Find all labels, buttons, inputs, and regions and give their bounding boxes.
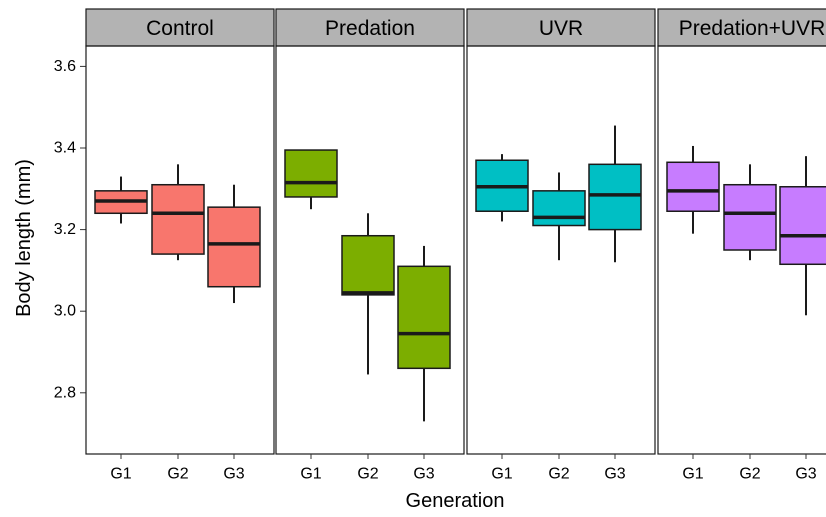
y-tick-label: 3.4 xyxy=(54,140,76,157)
facet-strip xyxy=(275,8,465,47)
facet-strip-label: Control xyxy=(146,17,214,40)
iqr-box xyxy=(341,234,395,296)
facet-panel: UVR G1 G2 G3 xyxy=(466,8,656,483)
box-G1 xyxy=(666,145,720,234)
x-tick-label: G2 xyxy=(167,466,188,483)
iqr-box xyxy=(588,163,642,231)
y-tick-label: 2.8 xyxy=(54,384,76,401)
panel-frame xyxy=(85,45,275,455)
y-axis: 2.8 3.0 3.2 3.4 3.6 xyxy=(54,58,86,401)
facet-strip-label: UVR xyxy=(539,17,583,40)
x-tick-label: G3 xyxy=(795,466,816,483)
iqr-box xyxy=(779,186,826,266)
facet-panel: Control G1 G2 G3 xyxy=(85,8,275,483)
y-tick-label: 3.2 xyxy=(54,221,76,238)
box-G2 xyxy=(151,164,205,261)
box-G3 xyxy=(207,184,261,304)
x-tick-label: G2 xyxy=(548,466,569,483)
y-axis-title: Body length (mm) xyxy=(13,159,35,317)
facet-strip xyxy=(657,8,826,47)
panel-frame xyxy=(657,45,826,455)
box-G3 xyxy=(397,245,451,422)
iqr-box xyxy=(284,149,338,198)
box-G3 xyxy=(779,156,826,316)
box-G3 xyxy=(588,125,642,263)
iqr-box xyxy=(207,206,261,288)
x-tick-label: G2 xyxy=(739,466,760,483)
x-tick-label: G1 xyxy=(682,466,703,483)
facet-strip-label: Predation xyxy=(325,17,415,40)
facet-panel: Predation G1 G2 G3 xyxy=(275,8,465,483)
x-tick-label: G1 xyxy=(300,466,321,483)
iqr-box xyxy=(151,183,205,255)
panel-frame xyxy=(466,45,656,455)
box-G2 xyxy=(341,213,395,375)
x-axis-title: Generation xyxy=(406,490,505,512)
box-G2 xyxy=(532,172,586,261)
box-G1 xyxy=(475,154,529,222)
x-tick-label: G3 xyxy=(413,466,434,483)
iqr-box xyxy=(723,183,777,251)
facet-panel: Predation+UVR G1 G2 G3 xyxy=(657,8,826,483)
iqr-box xyxy=(397,265,451,370)
iqr-box xyxy=(532,190,586,227)
iqr-box xyxy=(666,161,720,212)
panel-frame xyxy=(275,45,465,455)
facet-strip-label: Predation+UVR xyxy=(679,17,826,40)
box-G2 xyxy=(723,164,777,261)
x-tick-label: G3 xyxy=(604,466,625,483)
box-G1 xyxy=(94,176,148,224)
facet-strip xyxy=(85,8,275,47)
box-G1 xyxy=(284,149,338,210)
facet-strip xyxy=(466,8,656,47)
x-tick-label: G1 xyxy=(110,466,131,483)
y-tick-label: 3.6 xyxy=(54,58,76,75)
y-tick-label: 3.0 xyxy=(54,303,76,320)
x-tick-label: G2 xyxy=(357,466,378,483)
x-tick-label: G1 xyxy=(491,466,512,483)
x-tick-label: G3 xyxy=(223,466,244,483)
